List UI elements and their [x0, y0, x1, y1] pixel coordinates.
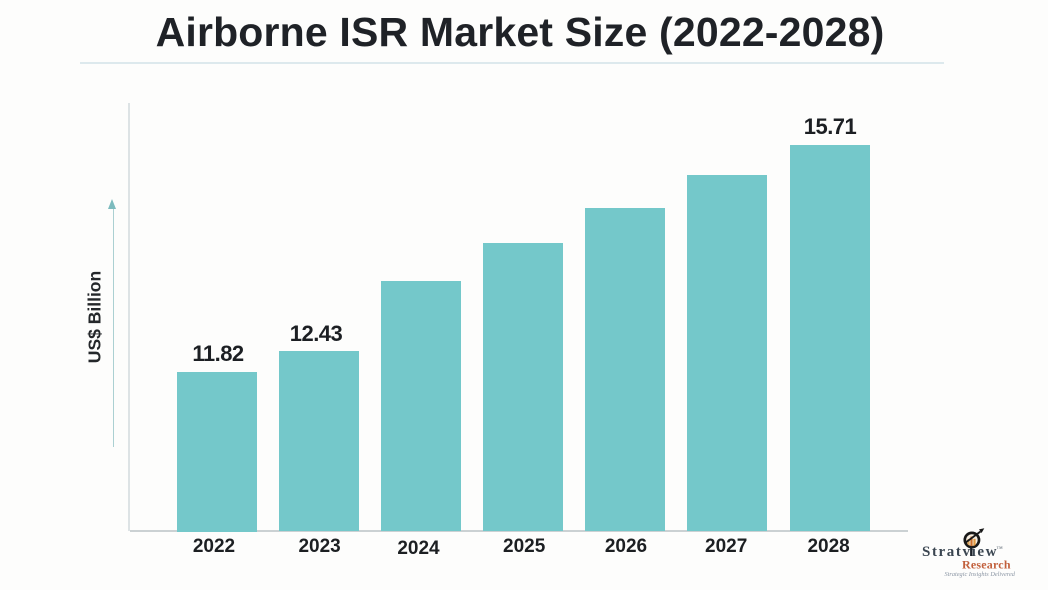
- svg-text:™: ™: [997, 546, 1004, 553]
- svg-text:Research: Research: [962, 558, 1011, 572]
- svg-text:Strategic Insights Delivered: Strategic Insights Delivered: [945, 571, 1016, 578]
- svg-text:Stratview: Stratview: [922, 544, 998, 560]
